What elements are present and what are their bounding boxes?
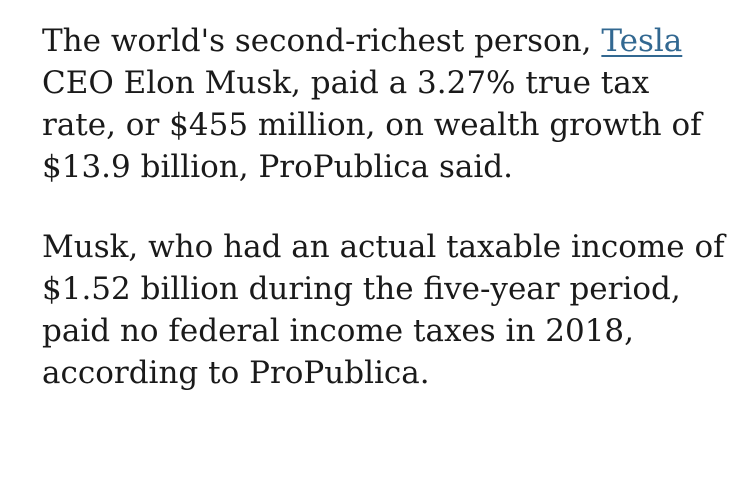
paragraph-musk-tax-rate: The world's second-richest person, Tesla… <box>42 20 732 188</box>
paragraph-line: CEO Elon Musk, paid a 3.27% true tax <box>42 65 650 101</box>
tesla-link[interactable]: Tesla <box>601 23 683 59</box>
paragraph-musk-taxable-income: Musk, who had an actual taxable income o… <box>42 226 732 394</box>
paragraph-line: $1.52 billion during the five-year perio… <box>42 271 681 307</box>
paragraph-text: The world's second-richest person, <box>42 23 602 59</box>
paragraph-line: according to ProPublica. <box>42 355 430 391</box>
paragraph-line: The world's second-richest person, Tesla <box>42 20 732 62</box>
paragraph-line: rate, or $455 million, on wealth growth … <box>42 107 702 143</box>
paragraph-line: paid no federal income taxes in 2018, <box>42 313 635 349</box>
article-body: The world's second-richest person, Tesla… <box>42 20 732 394</box>
paragraph-line: $13.9 billion, ProPublica said. <box>42 149 513 185</box>
paragraph-line: Musk, who had an actual taxable income o… <box>42 229 725 265</box>
